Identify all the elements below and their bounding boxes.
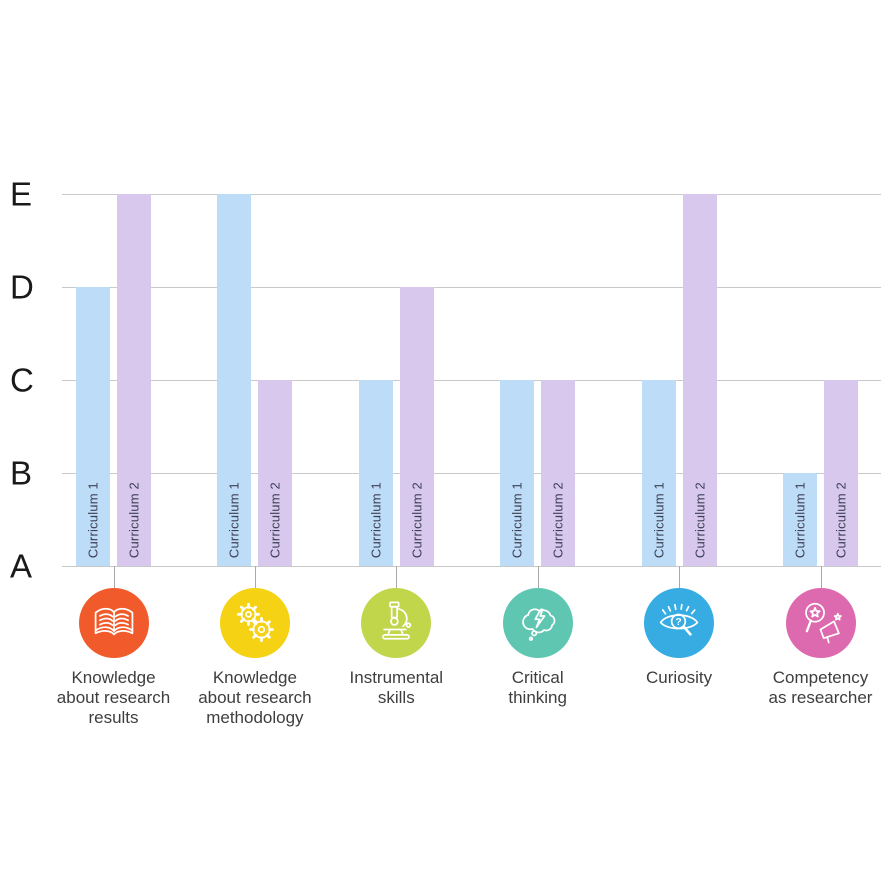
bar-series-label: Curriculum 1: [651, 481, 667, 558]
y-axis-label-D: D: [10, 268, 34, 306]
bar-curriculum-1: Curriculum 1: [500, 380, 535, 566]
open-book-icon: [94, 607, 133, 636]
bar-series-label: Curriculum 2: [267, 481, 283, 558]
bar-curriculum-2: Curriculum 2: [258, 380, 293, 566]
gridline-A: [62, 566, 881, 567]
category-label: Curiosity: [646, 668, 713, 687]
bar-series-label: Curriculum 1: [368, 481, 384, 558]
bar-series-label: Curriculum 2: [833, 481, 849, 558]
category-label: Instrumental skills: [349, 668, 444, 707]
category-icon-badge: [361, 588, 432, 658]
gears-icon: [236, 602, 274, 642]
bar-series-label: Curriculum 1: [509, 481, 525, 558]
y-axis-label-B: B: [10, 454, 33, 492]
gridline-B: [62, 473, 881, 474]
y-axis-label-E: E: [10, 175, 33, 213]
bar-series-label: Curriculum 2: [550, 481, 566, 558]
bar-curriculum-1: Curriculum 1: [76, 287, 110, 566]
icon-connector-line: [820, 566, 822, 588]
gridline-D: [62, 287, 881, 288]
category-label: Critical thinking: [508, 668, 567, 707]
gridline-E: [62, 194, 881, 195]
icon-connector-line: [113, 566, 115, 588]
y-axis-label-C: C: [10, 361, 34, 399]
category-label: Knowledge about research results: [56, 668, 171, 727]
bar-series-label: Curriculum 2: [126, 481, 142, 558]
thought-cloud-bolt-icon: [521, 608, 556, 641]
bar-curriculum-1: Curriculum 1: [217, 194, 252, 566]
category-icon-badge: [785, 588, 856, 658]
category-icon-badge: [502, 588, 573, 658]
magnifier-megaphone-icon: [804, 602, 842, 644]
bar-curriculum-2: Curriculum 2: [541, 380, 576, 566]
bar-series-label: Curriculum 2: [409, 481, 425, 558]
bar-curriculum-1: Curriculum 1: [358, 380, 393, 566]
bar-curriculum-2: Curriculum 2: [682, 194, 717, 566]
bar-curriculum-1: Curriculum 1: [641, 380, 676, 566]
curious-eye-icon: ?: [659, 603, 699, 636]
icon-connector-line: [537, 566, 539, 588]
svg-text:?: ?: [675, 617, 681, 628]
microscope-icon: [382, 601, 412, 640]
icon-connector-line: [254, 566, 256, 588]
category-icon-badge: [78, 588, 149, 658]
category-icon-badge: ?: [644, 588, 715, 658]
bar-curriculum-2: Curriculum 2: [824, 380, 858, 566]
bar-curriculum-2: Curriculum 2: [399, 287, 434, 566]
bar-series-label: Curriculum 2: [692, 481, 708, 558]
icon-connector-line: [679, 566, 681, 588]
icon-connector-line: [396, 566, 398, 588]
bar-series-label: Curriculum 1: [792, 481, 808, 558]
bar-curriculum-2: Curriculum 2: [117, 194, 151, 566]
y-axis-label-A: A: [10, 547, 33, 585]
bar-curriculum-1: Curriculum 1: [783, 473, 817, 566]
category-label: Competency as researcher: [768, 668, 873, 707]
category-icon-badge: [219, 588, 290, 658]
category-label: Knowledge about research methodology: [198, 668, 312, 727]
bar-series-label: Curriculum 1: [226, 481, 242, 558]
gridline-C: [62, 380, 881, 381]
bar-series-label: Curriculum 1: [85, 481, 101, 558]
